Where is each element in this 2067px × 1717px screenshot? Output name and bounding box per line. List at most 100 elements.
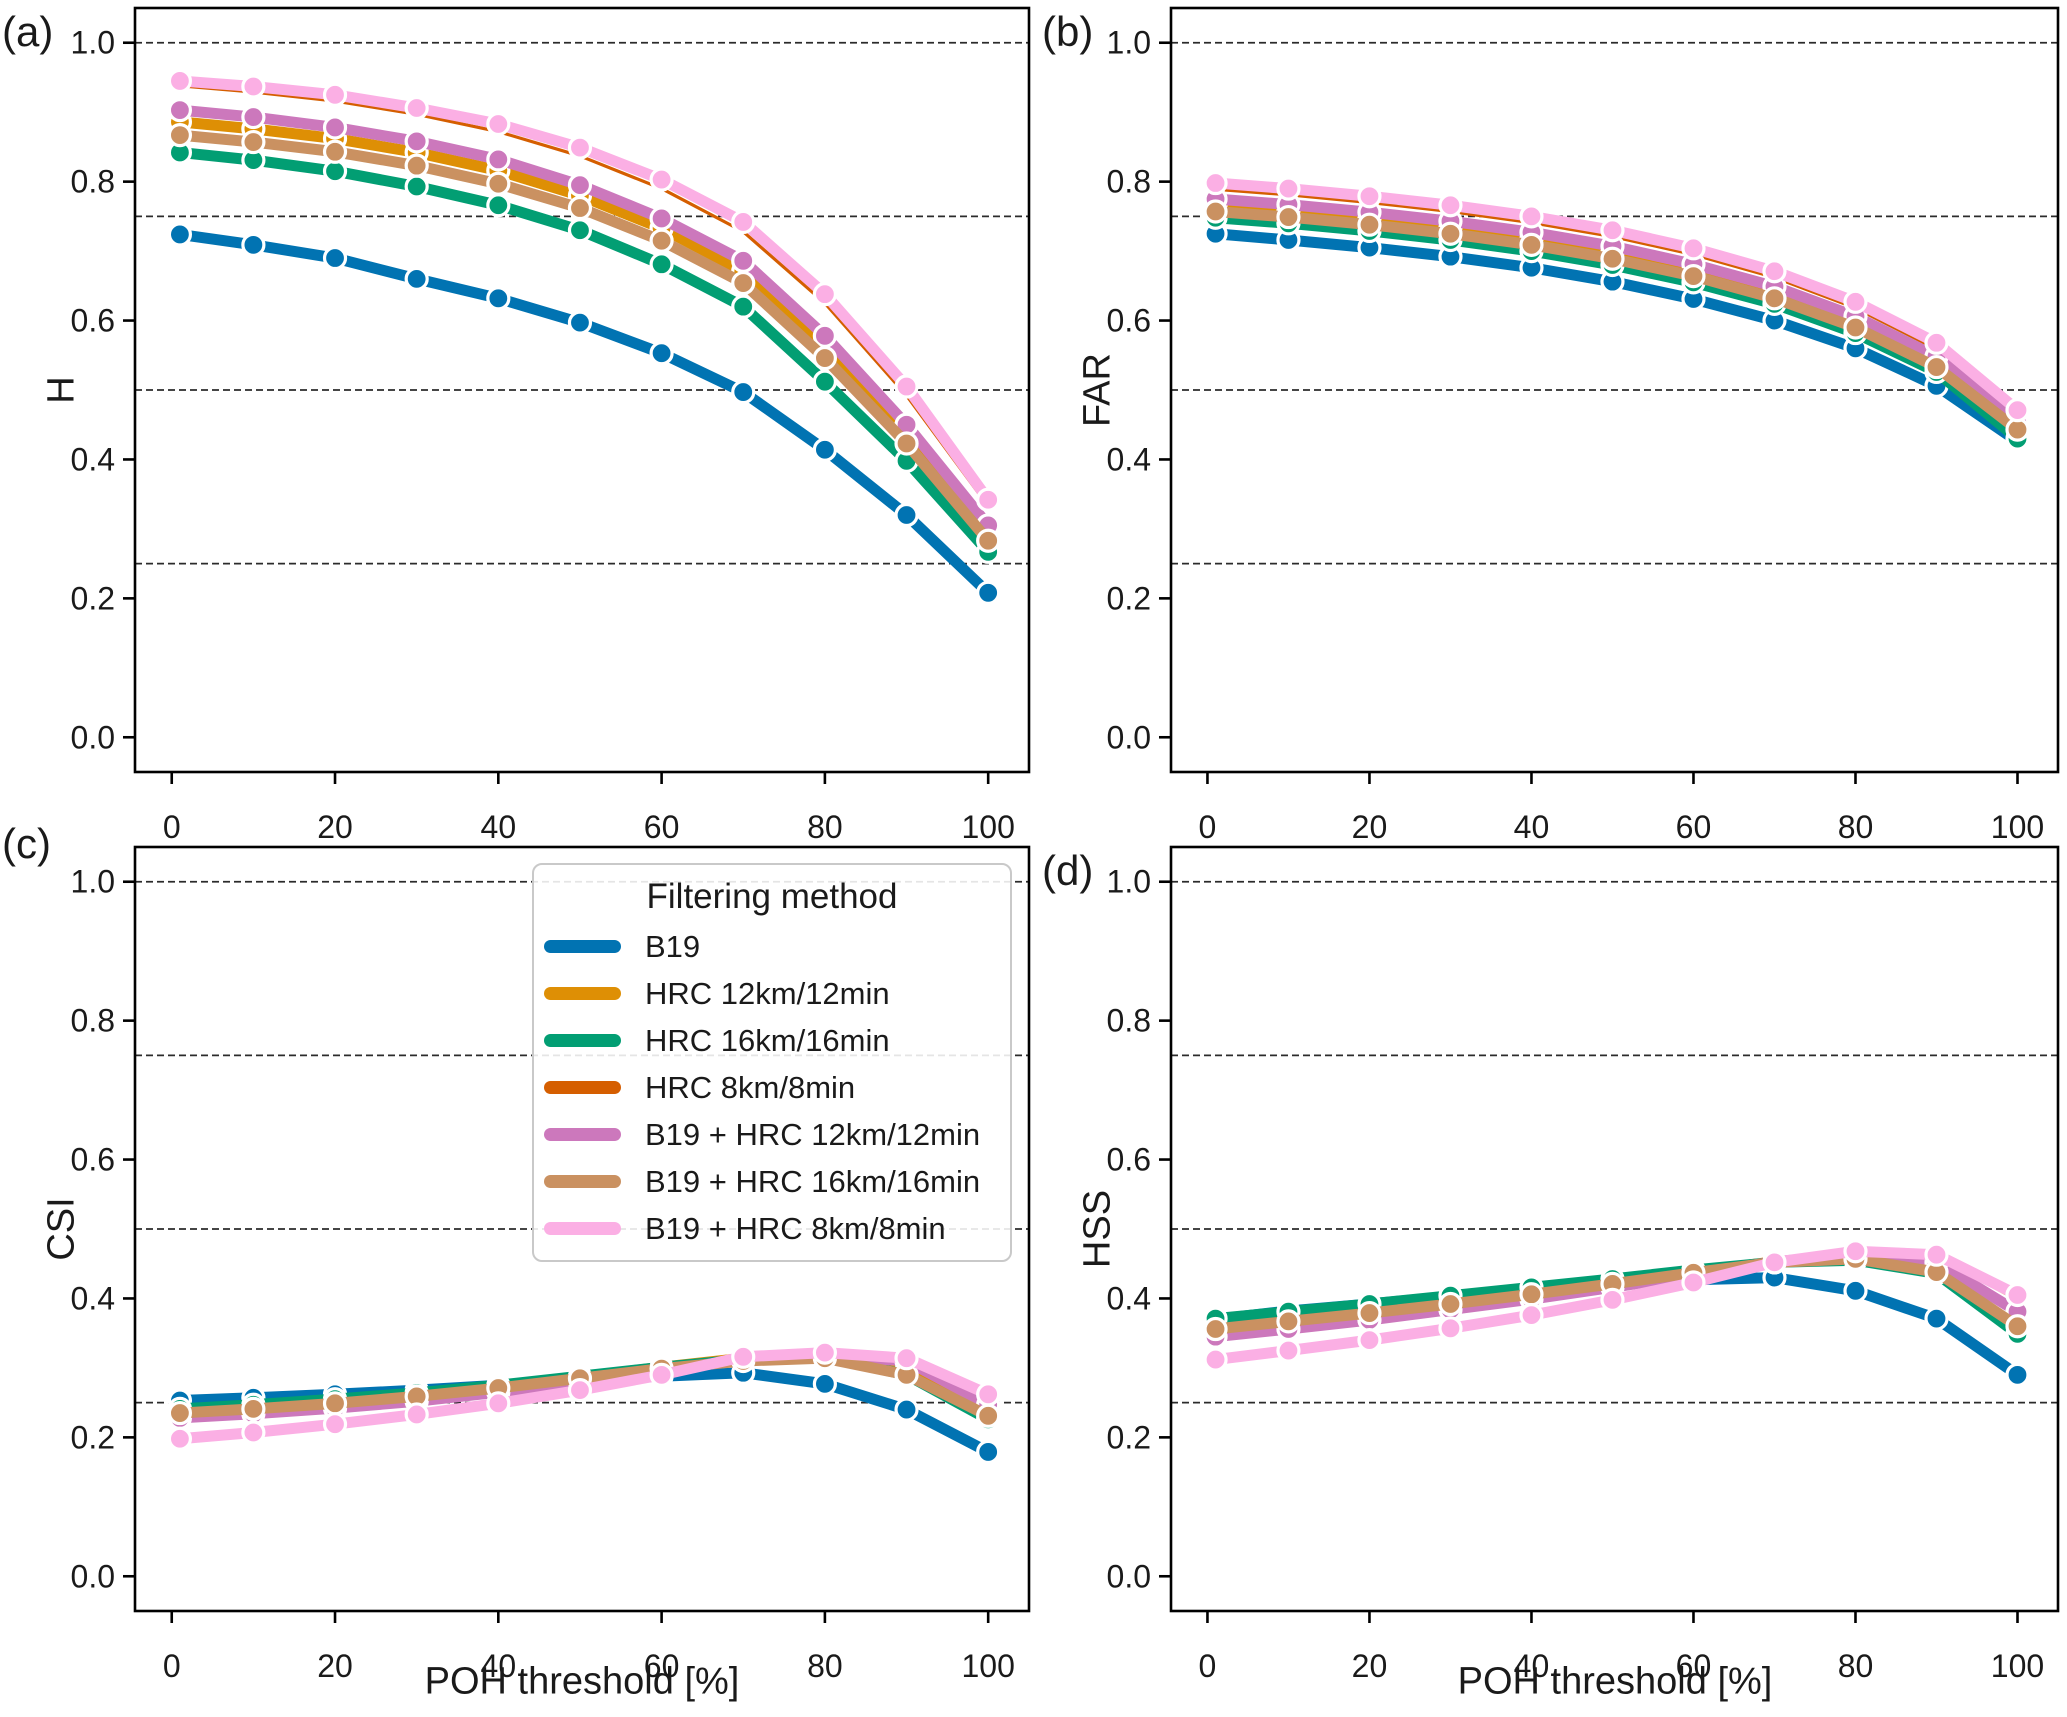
x-tick-label: 60 bbox=[1676, 1648, 1712, 1684]
y-tick-label: 0.6 bbox=[71, 1142, 115, 1178]
data-point bbox=[567, 310, 593, 335]
data-point bbox=[241, 1420, 266, 1445]
y-tick-label: 0.0 bbox=[1107, 1558, 1151, 1594]
data-point bbox=[2005, 1314, 2030, 1339]
y-axis-ticks: 0.0 0.2 0.4 0.6 0.8 1.0 bbox=[1107, 25, 1171, 755]
y-axis-ticks: 0.0 0.2 0.4 0.6 0.8 1.0 bbox=[71, 864, 135, 1594]
plot-border bbox=[133, 845, 1031, 1613]
x-tick-label: 40 bbox=[481, 1648, 517, 1684]
y-tick-label: 0.8 bbox=[1107, 164, 1151, 200]
data-point bbox=[1438, 193, 1463, 218]
legend-item-hrc-12km: HRC 12km/12min bbox=[534, 970, 1010, 1017]
y-tick-label: 0.4 bbox=[1107, 1280, 1151, 1316]
data-point bbox=[649, 206, 674, 231]
series-b19-hrc-8km-8min bbox=[167, 68, 1001, 512]
data-point bbox=[2005, 398, 2030, 423]
y-tick-label: 0.0 bbox=[71, 719, 115, 755]
x-tick-label: 60 bbox=[1676, 809, 1712, 845]
data-point bbox=[894, 1346, 919, 1371]
data-point bbox=[167, 68, 193, 94]
data-point bbox=[404, 266, 429, 291]
x-axis-ticks: 0 20 40 60 80 100 bbox=[1199, 772, 2044, 845]
legend-item-label: B19 + HRC 16km/16min bbox=[645, 1163, 981, 1199]
x-tick-label: 40 bbox=[1514, 809, 1550, 845]
panel-letter-a: (a) bbox=[2, 8, 54, 55]
data-point bbox=[404, 174, 429, 199]
data-point bbox=[167, 1400, 193, 1426]
data-point bbox=[1203, 199, 1228, 224]
y-axis-label-far: FAR bbox=[1076, 353, 1119, 427]
data-point bbox=[812, 369, 837, 394]
data-point bbox=[1762, 1250, 1787, 1275]
panel-letter-d: (d) bbox=[1042, 847, 1094, 894]
data-point bbox=[649, 252, 674, 277]
x-axis-ticks: 0 20 40 60 80 100 bbox=[1199, 1611, 2044, 1684]
y-axis-label-h: H bbox=[40, 376, 83, 404]
data-point bbox=[894, 374, 919, 399]
data-point bbox=[812, 323, 837, 348]
data-point bbox=[812, 345, 837, 371]
y-tick-label: 1.0 bbox=[1107, 25, 1151, 61]
legend-line-swatch bbox=[544, 1081, 621, 1094]
data-point bbox=[812, 437, 837, 462]
data-point bbox=[1438, 1291, 1463, 1317]
y-tick-label: 1.0 bbox=[71, 864, 115, 900]
legend-line-swatch bbox=[544, 1175, 621, 1188]
legend-item-label: B19 + HRC 8km/8min bbox=[645, 1210, 946, 1246]
panel-letter-b: (b) bbox=[1042, 8, 1094, 55]
y-tick-label: 0.8 bbox=[1107, 1003, 1151, 1039]
data-point bbox=[1276, 176, 1301, 201]
data-point bbox=[731, 1344, 756, 1369]
data-point bbox=[404, 95, 429, 121]
y-tick-label: 0.0 bbox=[71, 1558, 115, 1594]
data-point bbox=[976, 487, 1001, 512]
panel-c-csi: 0.0 0.2 0.4 0.6 0.8 1.0 0 20 40 60 80 100 bbox=[0, 845, 1033, 1717]
x-tick-label: 20 bbox=[1352, 809, 1388, 845]
data-point bbox=[241, 74, 266, 99]
x-axis-ticks: 0 20 40 60 80 100 bbox=[163, 1611, 1015, 1684]
data-point bbox=[486, 193, 511, 218]
data-point bbox=[567, 1378, 593, 1403]
data-point bbox=[167, 123, 193, 148]
data-point bbox=[1519, 1303, 1544, 1328]
series-b19-hrc-16km-16min bbox=[1203, 199, 2030, 442]
data-point bbox=[1276, 1338, 1301, 1363]
data-point bbox=[322, 82, 348, 107]
data-point bbox=[567, 218, 593, 243]
data-point bbox=[1843, 1278, 1868, 1303]
data-point bbox=[1924, 354, 1949, 380]
x-axis-label-d: POH threshold [%] bbox=[1457, 1660, 1773, 1703]
data-point bbox=[567, 173, 593, 198]
legend-line-swatch bbox=[544, 1034, 621, 1047]
data-point bbox=[1843, 289, 1868, 314]
series-b19-hrc-8km-8min bbox=[1203, 170, 2030, 423]
panel-b-far: 0.0 0.2 0.4 0.6 0.8 1.0 0 20 40 60 80 100 bbox=[1033, 0, 2067, 845]
data-point bbox=[1681, 263, 1706, 289]
series-hrc-16km-16min bbox=[167, 140, 1001, 564]
data-point bbox=[1276, 204, 1301, 230]
x-tick-label: 80 bbox=[1838, 809, 1874, 845]
y-tick-label: 0.4 bbox=[71, 441, 115, 477]
data-point bbox=[1357, 1300, 1382, 1326]
data-point bbox=[404, 129, 429, 154]
y-tick-label: 0.2 bbox=[1107, 1419, 1151, 1455]
data-point bbox=[649, 167, 674, 192]
data-point bbox=[894, 502, 919, 528]
data-point bbox=[241, 129, 266, 155]
x-tick-label: 60 bbox=[644, 809, 680, 845]
y-tick-label: 0.0 bbox=[1107, 719, 1151, 755]
series-b19-hrc-8km-8min bbox=[167, 1340, 1001, 1451]
y-axis-label-csi: CSI bbox=[40, 1197, 83, 1261]
y-tick-label: 0.4 bbox=[71, 1280, 115, 1316]
data-point bbox=[1203, 170, 1228, 196]
data-point bbox=[1519, 232, 1544, 257]
data-point bbox=[1924, 1306, 1949, 1331]
x-tick-label: 100 bbox=[961, 1648, 1014, 1684]
x-tick-label: 100 bbox=[1991, 809, 2044, 845]
data-point bbox=[2005, 1362, 2030, 1387]
data-point bbox=[731, 209, 756, 235]
y-tick-label: 0.2 bbox=[71, 580, 115, 616]
legend-item-label: B19 bbox=[645, 928, 701, 964]
data-point bbox=[731, 294, 756, 319]
